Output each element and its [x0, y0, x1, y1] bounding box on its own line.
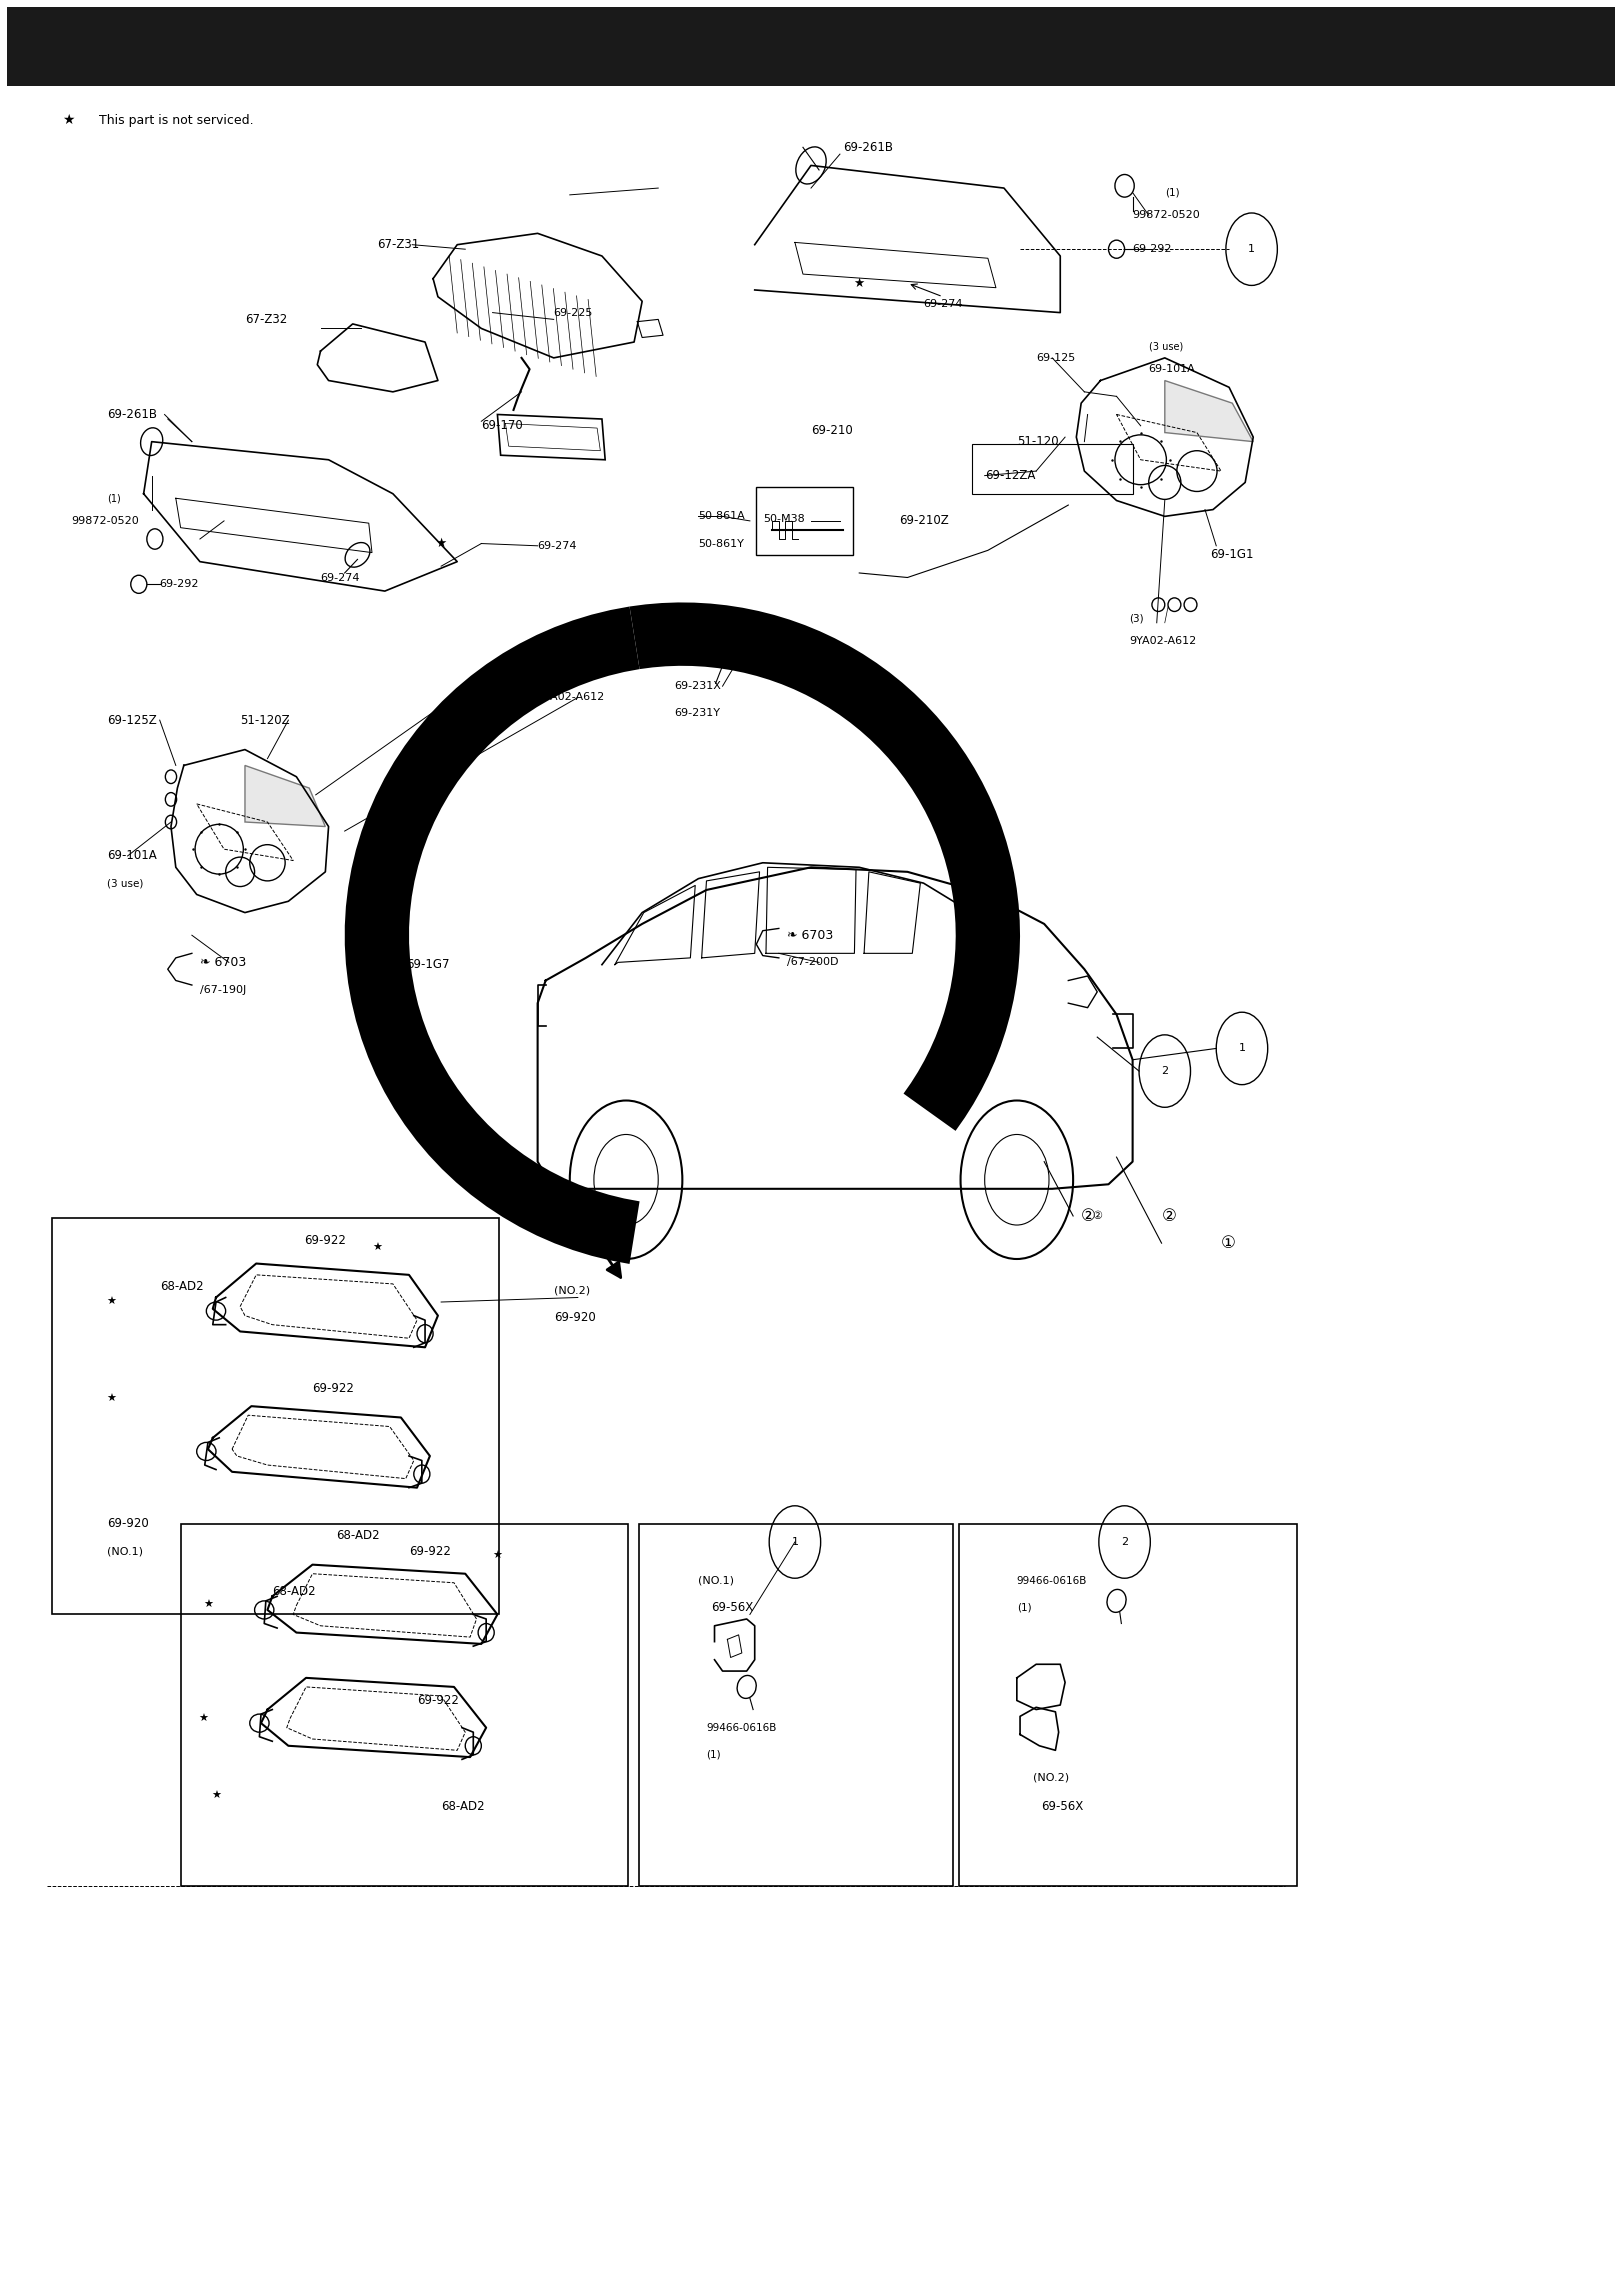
Text: 69-231Y: 69-231Y [675, 708, 720, 718]
Text: 69-920: 69-920 [107, 1517, 148, 1531]
Text: 69-125: 69-125 [1036, 353, 1075, 362]
Text: 69-274: 69-274 [321, 572, 360, 583]
Text: (NO.2): (NO.2) [1033, 1772, 1069, 1781]
Bar [959, 1524, 1296, 1886]
Text: ★: ★ [853, 276, 865, 289]
Text: (1): (1) [1165, 187, 1179, 198]
Polygon shape [245, 765, 326, 827]
Text: 69-101A: 69-101A [107, 850, 156, 863]
Text: (NO.2): (NO.2) [553, 1285, 590, 1296]
Text: 69-922: 69-922 [305, 1235, 347, 1248]
Text: 69-101A: 69-101A [1148, 364, 1195, 374]
Text: ②: ② [1161, 1207, 1176, 1226]
Text: ★: ★ [107, 1296, 117, 1308]
Text: 9YA02-A612: 9YA02-A612 [1129, 636, 1197, 647]
Text: ❧ 6703: ❧ 6703 [787, 929, 834, 941]
Polygon shape [345, 606, 639, 1264]
Text: 9YA02-A612: 9YA02-A612 [537, 693, 605, 702]
Text: (3): (3) [482, 727, 496, 736]
Text: 69-12ZA: 69-12ZA [985, 469, 1035, 483]
Text: 99466-0616B: 99466-0616B [1017, 1576, 1087, 1585]
Text: ②: ② [1082, 1207, 1096, 1226]
Text: 50-861Y: 50-861Y [699, 538, 744, 549]
Text: 69-210Z: 69-210Z [900, 515, 949, 528]
Text: (3): (3) [537, 670, 551, 679]
Text: 69-922: 69-922 [409, 1544, 451, 1558]
Text: This part is not serviced.: This part is not serviced. [96, 114, 255, 128]
Text: ★: ★ [107, 1394, 117, 1403]
Text: 69-292: 69-292 [1132, 244, 1173, 255]
Text: 69-12ZY: 69-12ZY [474, 686, 521, 695]
Text: 51-120: 51-120 [1017, 435, 1059, 449]
Text: 69-225: 69-225 [553, 308, 594, 317]
Bar [6, 7, 1616, 87]
Text: 1: 1 [1247, 244, 1255, 255]
Text: ★: ★ [62, 114, 75, 128]
Text: 69-125Z: 69-125Z [107, 713, 156, 727]
Text: (1): (1) [107, 494, 120, 503]
Text: (1): (1) [1017, 1604, 1032, 1613]
Text: 69-261B: 69-261B [843, 141, 894, 155]
Text: 69-1G7: 69-1G7 [406, 959, 449, 970]
Text: ★: ★ [198, 1713, 208, 1724]
Text: 69-292: 69-292 [159, 579, 200, 590]
Text: 68-AD2: 68-AD2 [337, 1529, 380, 1542]
Text: 68-AD2: 68-AD2 [272, 1585, 316, 1599]
Bar [180, 1524, 628, 1886]
Polygon shape [1165, 380, 1254, 442]
Text: 99872-0520: 99872-0520 [71, 515, 139, 526]
Text: ★: ★ [493, 1551, 503, 1560]
Text: /67-200D: /67-200D [787, 957, 839, 968]
Text: 99872-0520: 99872-0520 [1132, 210, 1200, 221]
Text: /67-190J: /67-190J [200, 984, 247, 995]
Text: 69-922: 69-922 [313, 1380, 354, 1394]
Text: 69-56X: 69-56X [712, 1601, 754, 1615]
Text: 67-Z31: 67-Z31 [376, 239, 418, 251]
Text: 69-1G1: 69-1G1 [1210, 549, 1254, 560]
Text: 69-210: 69-210 [811, 424, 853, 437]
Text: 1: 1 [792, 1538, 798, 1547]
Text: 67-Z32: 67-Z32 [245, 312, 287, 326]
Text: 2: 2 [1161, 1066, 1168, 1075]
Text: 69-56X: 69-56X [1041, 1800, 1083, 1813]
Text: 69-274: 69-274 [923, 298, 963, 308]
Polygon shape [629, 601, 1020, 1130]
Text: ②: ② [1092, 1212, 1103, 1221]
Text: 69-274: 69-274 [537, 540, 577, 551]
Text: (3 use): (3 use) [1148, 342, 1182, 351]
Bar [639, 1524, 952, 1886]
Text: 68-AD2: 68-AD2 [441, 1800, 485, 1813]
Text: 69-231X: 69-231X [675, 681, 722, 690]
Text: ★: ★ [203, 1601, 212, 1611]
Text: ★: ★ [371, 1244, 381, 1253]
Text: 68-AD2: 68-AD2 [159, 1280, 203, 1292]
Bar [756, 487, 853, 556]
Text: 69-261B: 69-261B [107, 408, 157, 421]
Text: (NO.1): (NO.1) [107, 1547, 143, 1556]
Text: (3 use): (3 use) [107, 877, 143, 888]
Text: 69-170: 69-170 [482, 419, 522, 433]
Bar [972, 444, 1132, 494]
Text: ★: ★ [436, 538, 446, 549]
Text: ★: ★ [211, 1791, 221, 1800]
Text: 99466-0616B: 99466-0616B [707, 1722, 777, 1734]
Bar [52, 1219, 500, 1615]
Text: ❧ 6703: ❧ 6703 [200, 957, 247, 968]
Text: 50-861A: 50-861A [699, 510, 744, 522]
Text: (3): (3) [1129, 613, 1144, 624]
Text: 50-M38: 50-M38 [762, 513, 805, 524]
Text: (1): (1) [707, 1750, 722, 1761]
Text: 1: 1 [1239, 1043, 1246, 1052]
Text: (NO.1): (NO.1) [699, 1576, 735, 1585]
Text: 69-922: 69-922 [417, 1695, 459, 1706]
Text: 2: 2 [1121, 1538, 1129, 1547]
Text: ①: ① [1221, 1235, 1236, 1253]
Text: 69-920: 69-920 [553, 1312, 595, 1324]
Text: 51-120Z: 51-120Z [240, 713, 290, 727]
